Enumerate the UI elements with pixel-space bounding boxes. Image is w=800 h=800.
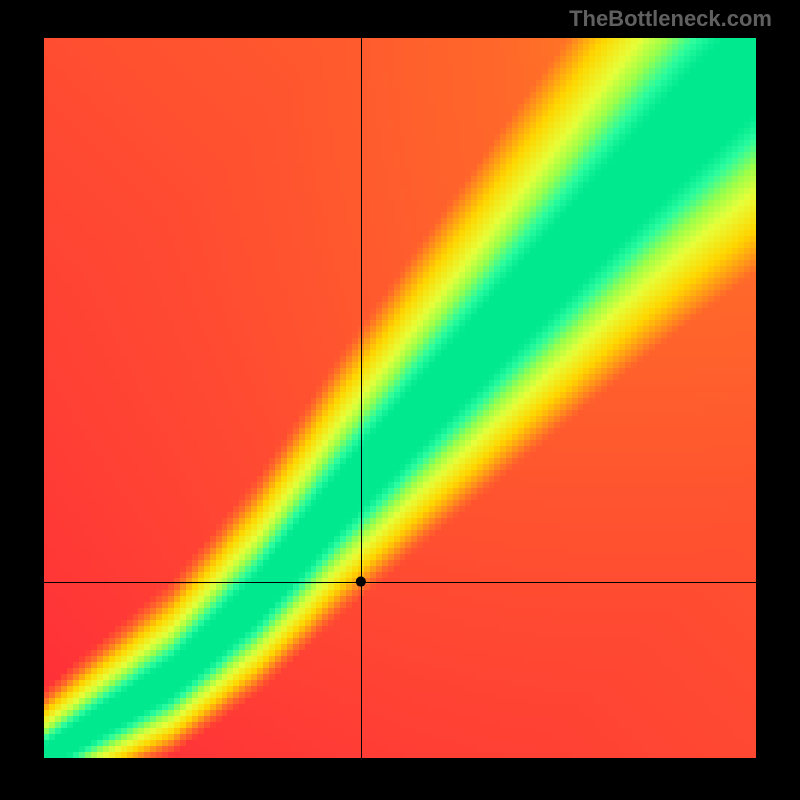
chart-frame: TheBottleneck.com	[0, 0, 800, 800]
attribution-text: TheBottleneck.com	[569, 6, 772, 32]
heatmap-canvas	[44, 38, 756, 758]
plot-area	[44, 38, 756, 758]
